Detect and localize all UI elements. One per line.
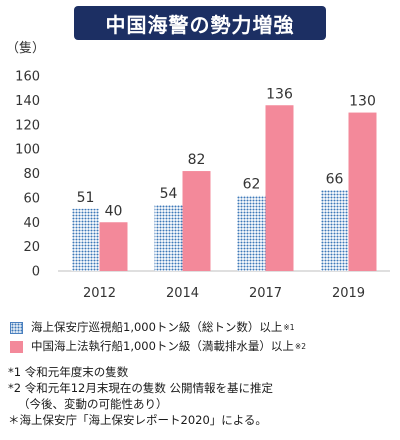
x-tick-label: 2019 [332,286,365,301]
footnote-2-continued: （今後、変動の可能性あり） [18,397,168,411]
y-axis-unit-label: （隻） [6,41,45,56]
legend-item-jcg: 海上保安庁巡視船1,000トン級（総トン数）以上 ※1 [10,318,306,337]
data-label-jcg-2014: 54 [160,186,178,202]
legend-label-jcg: 海上保安庁巡視船1,000トン級（総トン数）以上 [31,320,283,334]
bar-jcg-2017 [237,195,266,271]
x-tick-label: 2012 [83,286,116,301]
legend-item-china: 中国海上法執行船1,000トン級（満載排水量）以上 ※2 [10,337,306,356]
y-tick-label: 60 [23,191,40,206]
bar-china-2014 [182,171,211,271]
footnote-source: ＊海上保安庁「海上保安レポート2020」による。 [8,413,267,427]
y-tick-label: 120 [15,118,40,133]
data-label-china-2019: 130 [349,94,376,110]
y-tick-label: 140 [15,94,40,109]
y-tick-label: 80 [23,167,40,182]
footnote-1: *1 令和元年度末の隻数 [8,365,129,379]
y-tick-label: 40 [23,216,40,231]
data-label-china-2014: 82 [188,152,206,168]
bar-jcg-2019 [320,190,349,271]
legend-swatch-dotted-blue [10,321,23,334]
legend-note-mark-2: ※2 [294,342,306,351]
data-label-jcg-2017: 62 [243,176,261,192]
y-tick-label: 20 [23,240,40,255]
x-tick-label: 2014 [166,286,199,301]
footnote-2: *2 令和元年12月末現在の隻数 公開情報を基に推定 [8,381,274,395]
y-tick-label: 160 [15,70,40,85]
bar-china-2012 [99,222,128,271]
data-label-china-2017: 136 [266,86,293,102]
chart-title: 中国海警の勢力増強 [74,6,326,40]
bar-jcg-2012 [71,208,100,271]
x-tick-label: 2017 [249,286,282,301]
bar-china-2017 [265,105,294,271]
legend-swatch-pink [10,340,23,353]
bar-jcg-2014 [154,205,183,271]
footnotes: *1 令和元年度末の隻数 *2 令和元年12月末現在の隻数 公開情報を基に推定 … [8,364,273,428]
legend: 海上保安庁巡視船1,000トン級（総トン数）以上 ※1 中国海上法執行船1,00… [10,318,306,356]
y-tick-label: 100 [15,143,40,158]
y-tick-label: 0 [32,265,40,280]
data-label-jcg-2012: 51 [77,190,95,206]
bar-chart: （隻） 0 20 40 60 80 100 120 140 160 51 40 54 82 62 136 6… [6,41,390,301]
legend-note-mark-1: ※1 [283,323,295,332]
bar-china-2019 [348,112,377,271]
data-label-china-2012: 40 [105,203,123,219]
data-label-jcg-2019: 66 [326,172,344,188]
legend-label-china: 中国海上法執行船1,000トン級（満載排水量）以上 [31,339,294,353]
